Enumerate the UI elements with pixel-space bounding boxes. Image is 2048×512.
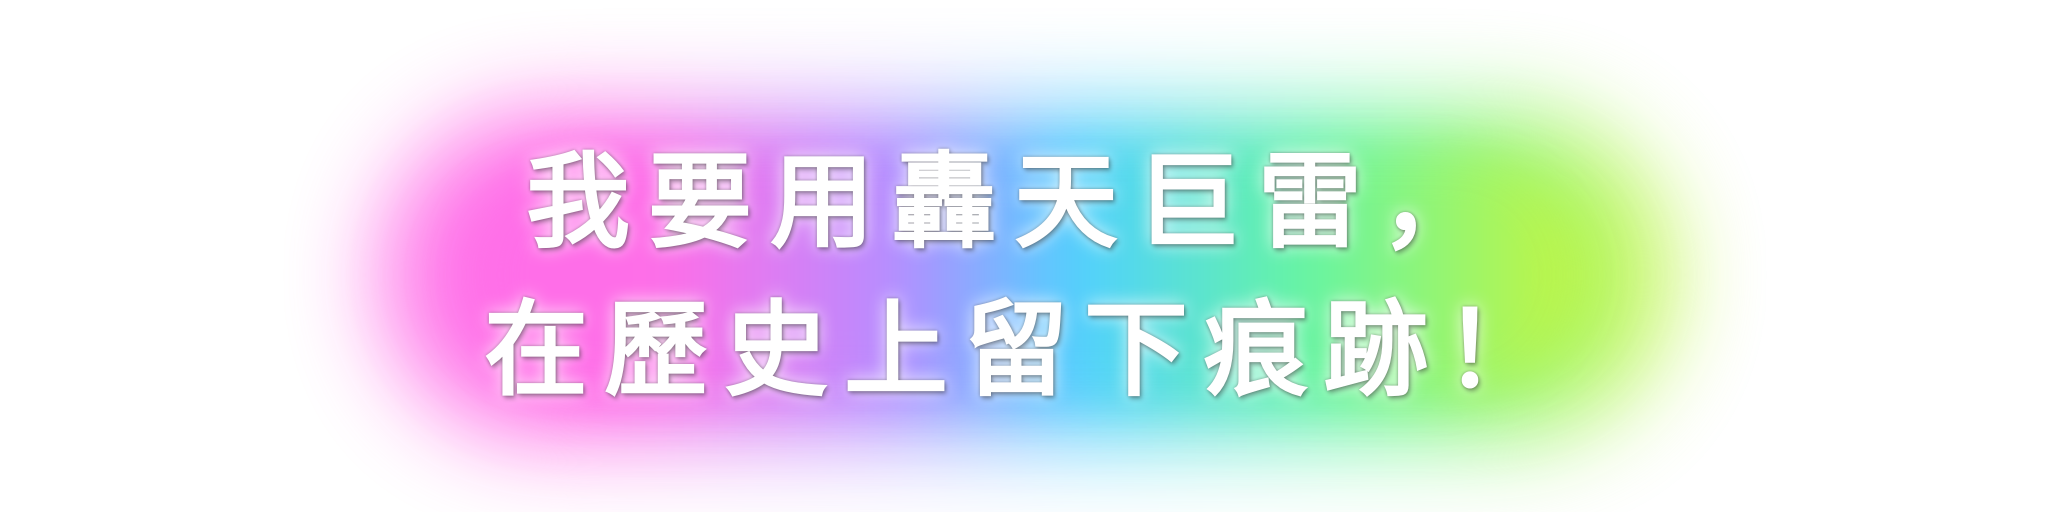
- rainbow-glow-core: [470, 150, 1580, 400]
- headline-text: 我要用轟天巨雷， 在歷史上留下痕跡！: [0, 128, 2048, 424]
- headline-line-1: 我要用轟天巨雷，: [525, 141, 1502, 263]
- headline-line-2: 在歷史上留下痕跡！: [483, 289, 1564, 411]
